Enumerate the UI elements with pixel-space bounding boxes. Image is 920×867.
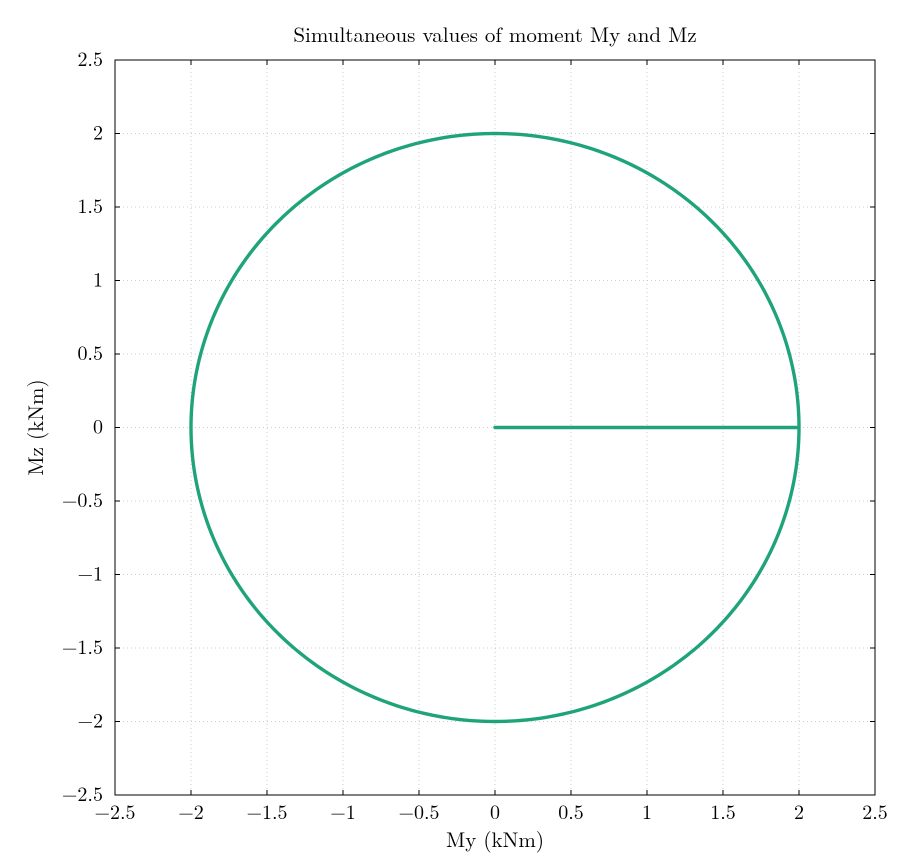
y-tick-label: 1	[93, 264, 103, 293]
y-tick-label: 0	[93, 411, 103, 440]
y-tick-label: 0.5	[77, 337, 103, 366]
x-tick-label: 1.5	[710, 796, 736, 825]
x-tick-label: −1	[330, 796, 356, 825]
y-tick-label: −1.5	[62, 631, 103, 660]
x-tick-label: 0	[490, 796, 500, 825]
y-tick-label: 2	[93, 117, 103, 146]
y-tick-label: −2	[77, 705, 103, 734]
x-tick-label: 2	[794, 796, 804, 825]
chart-svg: Simultaneous values of moment My and Mz …	[0, 0, 920, 867]
y-tick-label: −0.5	[62, 484, 103, 513]
x-tick-label: 2.5	[862, 796, 888, 825]
y-tick-label: −1	[77, 558, 103, 587]
moment-chart: Simultaneous values of moment My and Mz …	[0, 0, 920, 867]
y-tick-label: −2.5	[62, 778, 103, 807]
plot-series	[191, 134, 799, 722]
y-axis-label: Mz (kNm)	[20, 379, 50, 475]
x-tick-label: −0.5	[398, 796, 439, 825]
chart-title: Simultaneous values of moment My and Mz	[293, 19, 696, 49]
y-tick-label: 2.5	[77, 43, 103, 72]
x-tick-label: 1	[642, 796, 652, 825]
y-tick-label: 1.5	[77, 190, 103, 219]
x-tick-label: −1.5	[246, 796, 287, 825]
x-tick-label: −2	[178, 796, 204, 825]
x-axis-label: My (kNm)	[446, 824, 544, 854]
x-tick-label: 0.5	[558, 796, 584, 825]
y-tick-labels: −2.5 −2 −1.5 −1 −0.5 0 0.5 1 1.5 2 2.5	[62, 43, 103, 807]
x-tick-labels: −2.5−2−1.5−1−0.500.511.522.5	[94, 796, 887, 825]
series-line	[191, 134, 799, 722]
